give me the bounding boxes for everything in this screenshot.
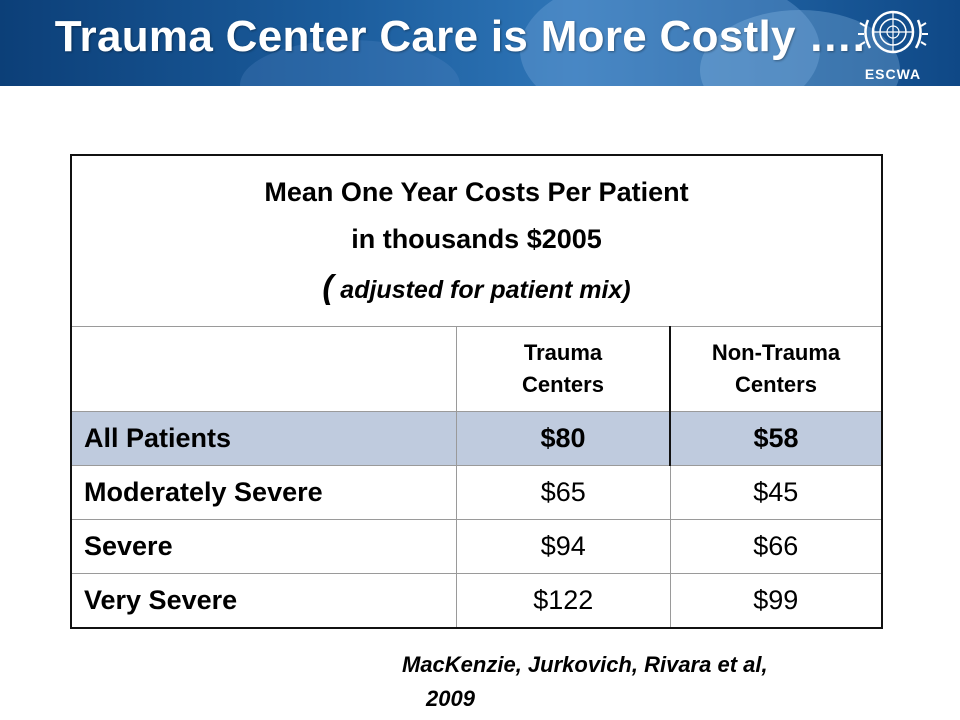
column-header-trauma-line1: Trauma (523, 340, 603, 365)
non-trauma-cost-cell: $58 (669, 411, 883, 466)
column-header-non-trauma-line2: Centers (735, 372, 817, 397)
non-trauma-cost-cell: $45 (669, 465, 883, 520)
trauma-cost-cell: $65 (456, 465, 671, 520)
empty-header-cell (70, 326, 457, 412)
column-header-trauma-line2: Centers (522, 372, 604, 397)
citation: MacKenzie, Jurkovich, Rivara et al, 2009 (402, 648, 768, 716)
open-paren: ( (322, 267, 334, 305)
table-row: Severe $94 $66 (70, 519, 883, 574)
table-row: All Patients $80 $58 (70, 411, 883, 466)
table-row: Very Severe $122 $99 (70, 573, 883, 629)
table-header: Mean One Year Costs Per Patient in thous… (70, 154, 883, 327)
non-trauma-cost-cell: $66 (669, 519, 883, 574)
citation-line1: MacKenzie, Jurkovich, Rivara et al, (402, 652, 768, 677)
non-trauma-cost-cell: $99 (669, 573, 883, 629)
logo-label: ESCWA (864, 66, 922, 82)
un-emblem-logo: ESCWA (848, 2, 938, 86)
trauma-cost-cell: $122 (456, 573, 671, 629)
column-header-trauma: Trauma Centers (456, 326, 671, 412)
world-map-decoration (520, 0, 820, 86)
citation-line2: 2009 (426, 686, 475, 711)
column-header-non-trauma: Non-Trauma Centers (669, 326, 883, 412)
column-header-row: Trauma Centers Non-Trauma Centers (70, 326, 883, 412)
table-row: Moderately Severe $65 $45 (70, 465, 883, 520)
row-label: Moderately Severe (70, 465, 457, 520)
un-emblem-icon (858, 10, 928, 54)
cost-table: Mean One Year Costs Per Patient in thous… (70, 154, 883, 629)
row-label: All Patients (70, 411, 457, 466)
table-header-line1: Mean One Year Costs Per Patient (264, 176, 689, 207)
table-header-line2: in thousands $2005 (351, 223, 602, 254)
table-header-line3-text: adjusted for patient mix) (333, 275, 631, 304)
row-label: Very Severe (70, 573, 457, 629)
row-label: Severe (70, 519, 457, 574)
column-header-non-trauma-line1: Non-Trauma (711, 340, 841, 365)
trauma-cost-cell: $94 (456, 519, 671, 574)
table-header-line3: ( adjusted for patient mix) (72, 263, 881, 314)
trauma-cost-cell: $80 (456, 411, 671, 466)
title-banner: Trauma Center Care is More Costly …. ESC… (0, 0, 960, 86)
slide-title: Trauma Center Care is More Costly …. (54, 12, 866, 61)
